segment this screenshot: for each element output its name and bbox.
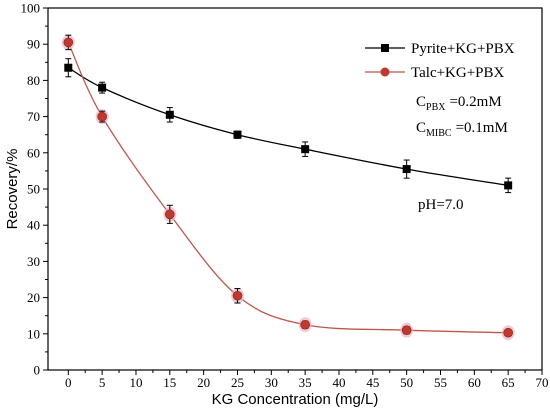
legend: Pyrite+KG+PBX Talc+KG+PBX xyxy=(365,41,515,81)
series-layer xyxy=(61,34,515,341)
y-tick-label: 80 xyxy=(27,73,40,88)
data-point xyxy=(97,111,107,122)
legend-label: Pyrite+KG+PBX xyxy=(411,41,515,57)
annotations: CPBX =0.2mM CMIBC =0.1mM pH=7.0 xyxy=(416,94,508,213)
annotation-ph: pH=7.0 xyxy=(418,197,464,213)
x-tick-label: 60 xyxy=(468,375,481,390)
x-tick-label: 65 xyxy=(502,375,515,390)
data-point xyxy=(301,145,310,154)
x-tick-label: 50 xyxy=(400,375,413,390)
series-line xyxy=(67,42,509,334)
x-tick-label: 30 xyxy=(265,375,278,390)
y-tick-label: 70 xyxy=(27,109,40,124)
axes: 0 5 10 15 20 25 30 35 40 45 50 55 60 65 70 0 10 20 30 40 50 6… xyxy=(4,1,549,409)
y-tick-label: 30 xyxy=(27,254,40,269)
x-tick-label: 0 xyxy=(65,375,72,390)
x-tick-label: 25 xyxy=(231,375,244,390)
y-axis-title: Recovery/% xyxy=(4,149,21,230)
x-tick-label: 45 xyxy=(366,375,379,390)
data-point xyxy=(300,319,310,330)
data-point xyxy=(64,63,73,72)
y-tick-label: 50 xyxy=(27,182,40,197)
annotation-cmibc: CMIBC =0.1mM xyxy=(416,120,508,139)
series-pyrite xyxy=(64,58,513,194)
annotation-cpbx: CPBX =0.2mM xyxy=(416,94,502,113)
legend-label: Talc+KG+PBX xyxy=(411,65,505,81)
x-tick-label: 20 xyxy=(197,375,210,390)
data-point xyxy=(401,325,412,335)
x-tick-label: 55 xyxy=(434,375,447,390)
y-tick-label: 10 xyxy=(27,326,40,341)
data-point xyxy=(165,110,174,119)
series-line xyxy=(67,67,509,187)
legend-marker xyxy=(380,67,390,77)
data-point xyxy=(504,181,513,190)
y-tick-label: 60 xyxy=(27,145,40,160)
data-point xyxy=(98,83,107,92)
data-point xyxy=(63,37,74,48)
x-tick-label: 35 xyxy=(299,375,312,390)
series-talc xyxy=(61,34,515,341)
y-tick-label: 100 xyxy=(21,1,41,16)
x-tick-label: 70 xyxy=(536,375,549,390)
y-tick-label: 20 xyxy=(27,290,40,305)
data-point xyxy=(233,130,242,139)
y-tick-label: 0 xyxy=(34,363,41,378)
legend-marker xyxy=(381,44,389,52)
x-axis-title: KG Concentration (mg/L) xyxy=(212,391,379,408)
x-tick-label: 40 xyxy=(332,375,345,390)
y-tick-label: 90 xyxy=(27,37,40,52)
data-point xyxy=(165,209,175,220)
data-point xyxy=(402,165,411,174)
data-point xyxy=(232,290,243,301)
y-tick-label: 40 xyxy=(27,218,40,233)
data-point xyxy=(503,327,513,338)
plot-frame xyxy=(47,7,543,371)
x-tick-label: 15 xyxy=(163,375,176,390)
x-tick-label: 10 xyxy=(129,375,142,390)
x-tick-label: 5 xyxy=(99,375,106,390)
